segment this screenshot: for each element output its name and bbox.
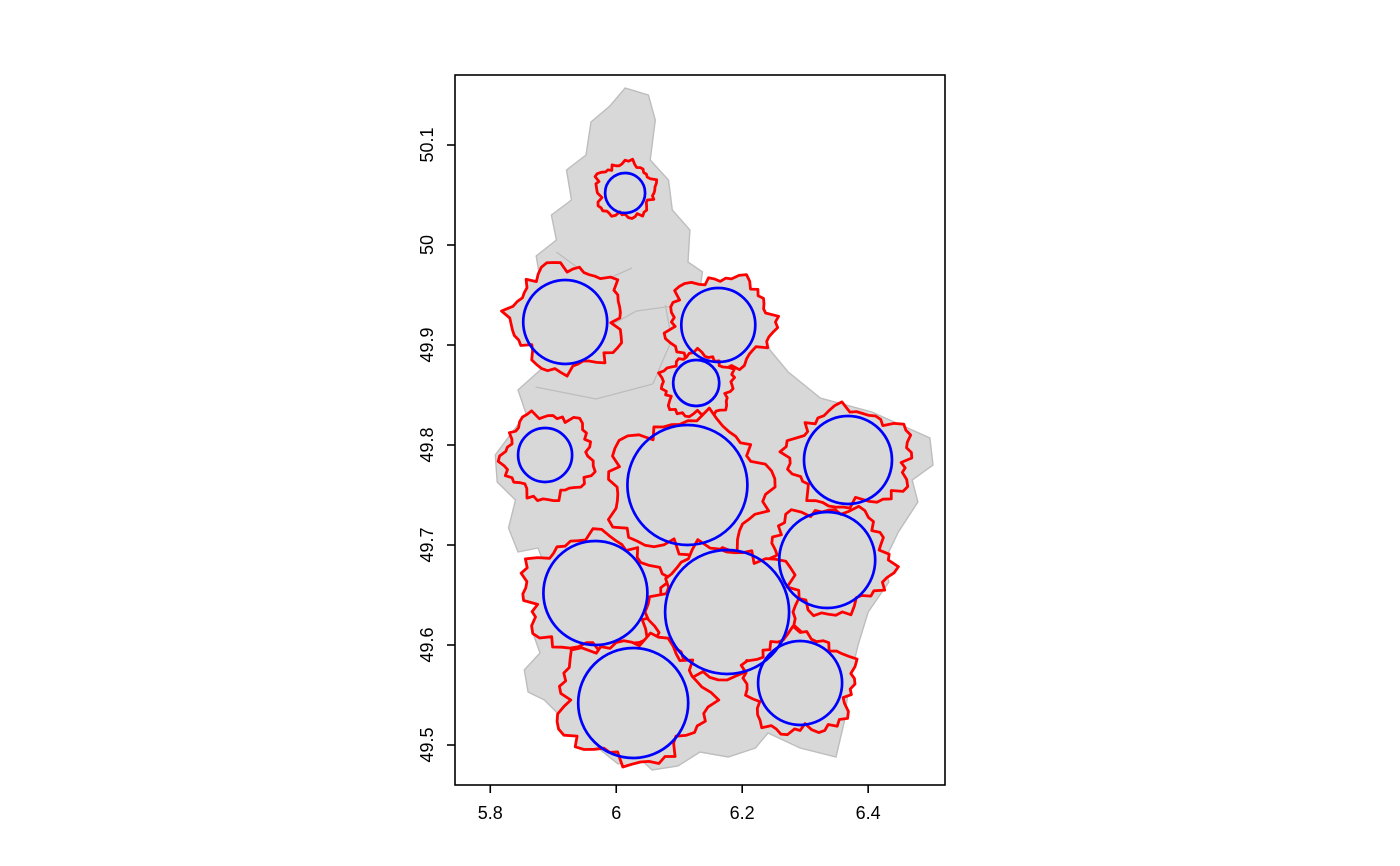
proportional-circle (626, 423, 749, 547)
x-tick-label: 6.4 (856, 803, 881, 823)
y-tick-label: 50.1 (417, 127, 437, 162)
canton-red-outline (657, 346, 736, 419)
proportional-circle (576, 646, 690, 760)
y-tick-label: 49.7 (417, 527, 437, 562)
x-tick-label: 5.8 (478, 803, 503, 823)
y-tick-label: 49.8 (417, 427, 437, 462)
proportional-circle (756, 639, 844, 727)
x-tick-label: 6 (611, 803, 621, 823)
plot-border (454, 74, 946, 786)
canton-red-outline (496, 409, 597, 502)
y-tick-label: 49.5 (417, 727, 437, 762)
proportional-circle (679, 286, 757, 364)
y-tick-label: 49.6 (417, 627, 437, 662)
proportional-circle (802, 414, 894, 506)
proportional-circle (603, 171, 647, 215)
proportional-circle (777, 510, 877, 610)
proportional-circle (521, 278, 609, 366)
x-tick-label: 6.2 (730, 803, 755, 823)
y-tick-label: 50 (417, 235, 437, 255)
proportional-circle (663, 548, 791, 676)
proportional-circle (516, 426, 574, 484)
canton-internal-border (535, 383, 653, 400)
y-tick-label: 49.9 (417, 327, 437, 362)
proportional-circle (542, 539, 649, 647)
proportional-circle (671, 358, 721, 408)
